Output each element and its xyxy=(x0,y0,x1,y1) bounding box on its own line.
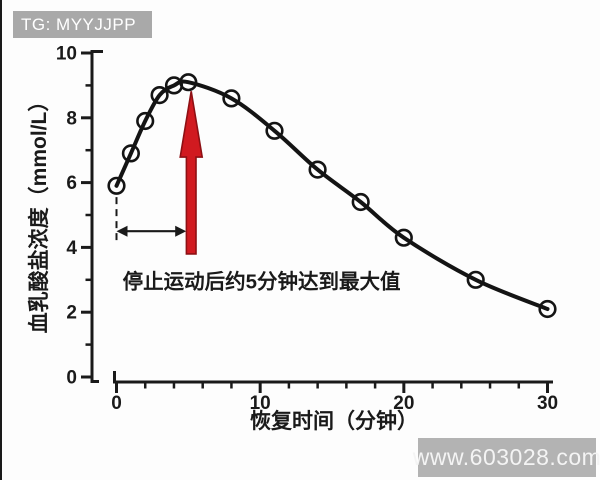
url-watermark-text: www.603028.com xyxy=(412,444,600,470)
data-point-markers xyxy=(107,73,557,319)
y-axis-title: 血乳酸盐浓度（mmol/L） xyxy=(27,91,51,334)
annotation-group: 停止运动后约5分钟达到最大值 xyxy=(115,91,401,293)
tg-watermark-badge: TG: MYYJJPP xyxy=(13,11,152,38)
x-tick-label: 20 xyxy=(393,393,414,414)
annotation-label: 停止运动后约5分钟达到最大值 xyxy=(123,269,401,293)
x-tick-label: 30 xyxy=(537,393,558,414)
span-arrow-right-head xyxy=(175,225,187,237)
lactate-series-line xyxy=(114,79,550,311)
data-point-marker xyxy=(538,299,557,319)
data-point-marker xyxy=(466,270,485,289)
data-point-marker xyxy=(308,160,327,179)
data-point-marker xyxy=(351,192,370,212)
y-tick-label: 2 xyxy=(66,303,77,324)
data-point-marker xyxy=(121,144,140,163)
y-axis: 0 2 4 6 8 10 血乳酸盐浓度（mmol/L） xyxy=(27,44,103,389)
y-tick-label: 0 xyxy=(66,368,77,389)
x-tick-label: 10 xyxy=(250,393,271,414)
y-tick-label: 4 xyxy=(66,238,77,259)
span-arrow-left-head xyxy=(116,225,128,237)
data-point-marker xyxy=(107,176,126,195)
y-tick-label: 8 xyxy=(66,108,77,129)
max-value-red-arrow xyxy=(179,91,204,255)
data-point-marker xyxy=(394,228,413,247)
data-point-marker xyxy=(265,121,284,140)
y-tick-label: 10 xyxy=(56,44,77,65)
x-axis: 0 10 20 30 恢复时间（分钟） xyxy=(111,371,558,433)
left-border-line xyxy=(0,0,2,480)
y-tick-label: 6 xyxy=(66,173,77,194)
data-point-marker xyxy=(150,85,169,105)
data-point-marker xyxy=(179,73,198,92)
url-watermark-badge: www.603028.com xyxy=(413,438,600,477)
x-tick-label: 0 xyxy=(111,393,122,414)
tg-watermark-text: TG: MYYJJPP xyxy=(21,14,137,34)
five-minute-span-arrow xyxy=(116,225,187,237)
data-point-marker xyxy=(222,89,241,108)
data-point-marker xyxy=(136,111,155,131)
x-axis-title: 恢复时间（分钟） xyxy=(250,409,418,433)
